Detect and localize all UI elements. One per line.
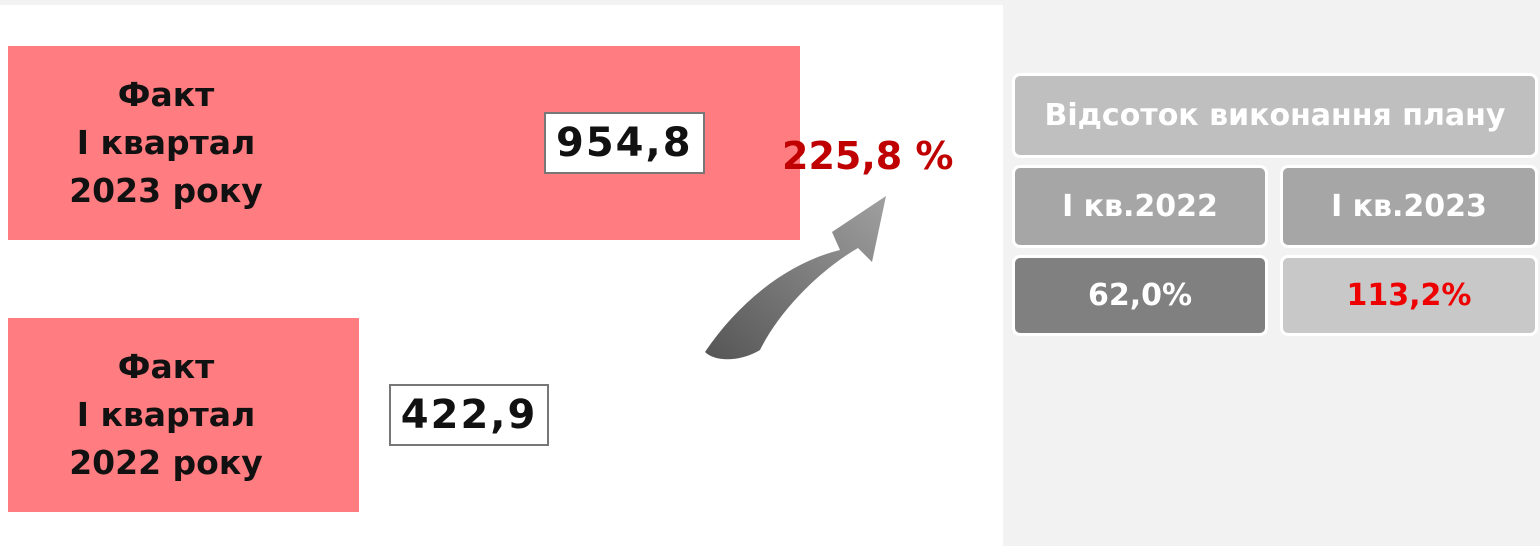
value-label: 422,9 (388, 384, 550, 446)
arrow-layer (705, 196, 886, 360)
table-cell: 113,2% (1280, 255, 1538, 336)
bar (8, 318, 359, 512)
table-header: Відсоток виконання плану (1012, 73, 1538, 158)
column-header: І кв.2022 (1012, 165, 1268, 248)
table-cell: 62,0% (1012, 255, 1268, 336)
value-label: 954,8 (544, 112, 705, 174)
column-header: І кв.2023 (1280, 165, 1538, 248)
growth-arrow (705, 196, 886, 360)
growth-annotation: 225,8 % (782, 134, 954, 178)
category-label: Факт І квартал 2022 року (69, 347, 263, 482)
category-label: Факт І квартал 2023 року (69, 75, 263, 210)
